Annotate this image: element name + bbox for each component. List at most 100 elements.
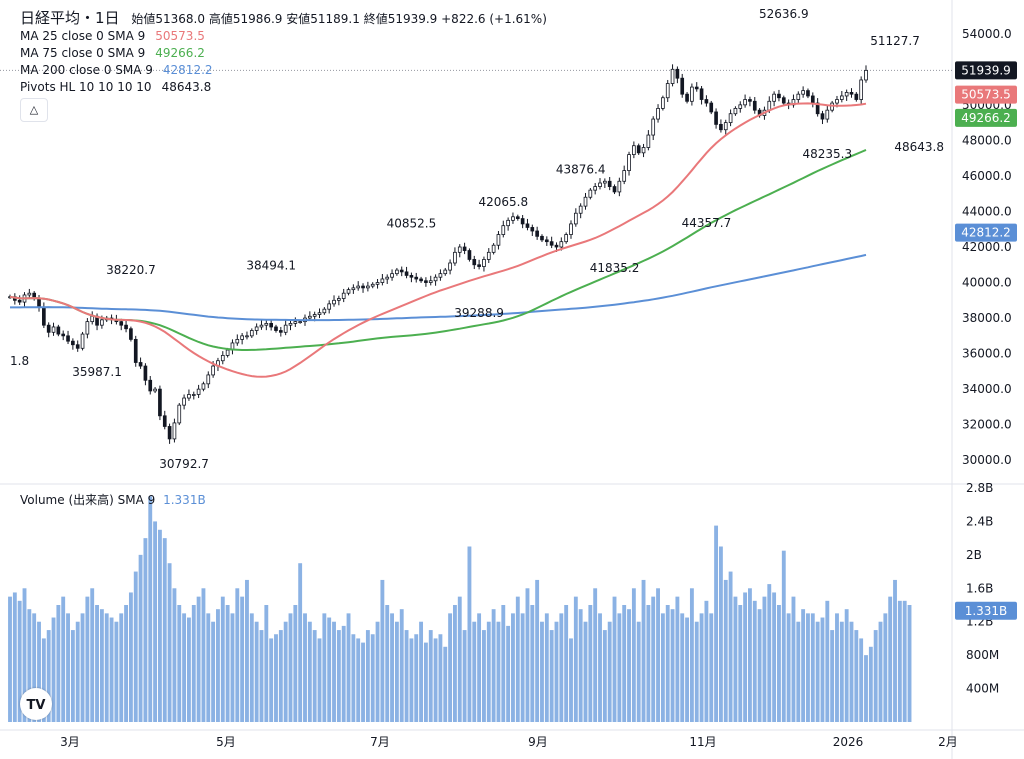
candle-body xyxy=(293,321,298,324)
volume-bar xyxy=(438,634,443,722)
price-tick-label: 54000.0 xyxy=(962,27,1012,41)
candle-body xyxy=(298,321,303,324)
volume-bar xyxy=(409,638,414,722)
volume-badge-label: 1.331B xyxy=(965,604,1008,618)
volume-bar xyxy=(448,613,453,722)
candle-body xyxy=(124,324,128,330)
candle-body xyxy=(370,283,375,287)
candle-body xyxy=(182,397,186,406)
volume-bar xyxy=(336,630,341,722)
indicator-ma75[interactable]: MA 75 close 0 SMA 9 49266.2 xyxy=(20,45,547,62)
candle-body xyxy=(312,314,317,317)
volume-bar xyxy=(104,613,109,722)
candle-body xyxy=(564,234,568,243)
candle-body xyxy=(259,324,264,328)
time-axis[interactable]: 3月 5月 7月 9月 11月 2026 2月 xyxy=(60,735,958,749)
candle-body xyxy=(472,259,477,266)
volume-bar xyxy=(641,579,646,722)
volume-bar xyxy=(472,621,477,722)
pivot-label: 41835.2 xyxy=(590,261,640,275)
ma25-line xyxy=(9,102,867,378)
volume-bar xyxy=(651,596,656,722)
candle-body xyxy=(723,122,728,131)
symbol-title[interactable]: 日経平均・1日 xyxy=(20,9,120,27)
indicator-ma25[interactable]: MA 25 close 0 SMA 9 50573.5 xyxy=(20,28,547,45)
volume-bar xyxy=(849,621,854,722)
volume-bar xyxy=(90,588,95,722)
candle-body xyxy=(191,394,196,396)
volume-bar xyxy=(404,630,409,722)
symbol-row[interactable]: 日経平均・1日 始値51368.0 高値51986.9 安値51189.1 終値… xyxy=(20,10,547,28)
volume-bar xyxy=(17,600,22,722)
candle-body xyxy=(743,99,747,106)
volume-bar xyxy=(157,529,162,722)
price-tick-label: 38000.0 xyxy=(962,311,1012,325)
volume-legend[interactable]: Volume (出来高) SMA 9 1.331B xyxy=(20,491,206,508)
candle-body xyxy=(390,273,394,278)
candle-body xyxy=(607,180,612,187)
candle-body xyxy=(385,276,390,280)
volume-bar xyxy=(341,625,346,722)
candle-body xyxy=(535,230,539,237)
candle-body xyxy=(462,246,467,251)
candle-body xyxy=(506,219,510,227)
volume-bar xyxy=(627,609,631,722)
candle-body xyxy=(491,244,496,253)
indicator-label: MA 25 close 0 SMA 9 xyxy=(20,29,146,43)
volume-bar xyxy=(728,571,733,722)
volume-bar xyxy=(317,638,322,722)
volume-bar xyxy=(675,596,680,722)
volume-bar xyxy=(520,613,525,722)
candle-body xyxy=(685,93,689,102)
candle-body xyxy=(129,328,133,340)
volume-bar xyxy=(423,642,428,722)
volume-bar xyxy=(66,613,70,722)
indicator-ma200[interactable]: MA 200 close 0 SMA 9 42812.2 xyxy=(20,62,547,79)
volume-bar xyxy=(419,621,424,722)
tradingview-logo[interactable]: TV xyxy=(20,688,52,720)
price-axis[interactable]: 54000.052000.050000.048000.046000.044000… xyxy=(962,27,1012,467)
volume-bar xyxy=(868,646,873,722)
price-tick-label: 32000.0 xyxy=(962,418,1012,432)
collapse-legend-button[interactable]: △ xyxy=(20,98,48,122)
candle-body xyxy=(254,326,259,331)
volume-bar xyxy=(743,592,748,722)
volume-bar xyxy=(844,609,849,722)
volume-bar xyxy=(177,605,182,722)
candle-body xyxy=(264,323,269,326)
candle-body xyxy=(665,83,670,99)
candle-body xyxy=(670,68,675,84)
candle-body xyxy=(269,323,273,328)
candle-body xyxy=(704,99,709,104)
volume-bar xyxy=(462,630,467,722)
candle-body xyxy=(346,289,351,294)
volume-bar xyxy=(327,617,332,722)
volume-bar xyxy=(806,613,810,722)
indicator-pivots[interactable]: Pivots HL 10 10 10 10 48643.8 xyxy=(20,79,547,96)
candle-body xyxy=(283,324,288,333)
candle-body xyxy=(738,104,743,109)
volume-bar xyxy=(399,609,404,722)
candle-body xyxy=(225,349,230,356)
candle-body xyxy=(680,77,685,95)
candle-body xyxy=(337,298,341,301)
volume-bar xyxy=(733,596,738,722)
volume-bar xyxy=(598,613,602,722)
candle-body xyxy=(511,216,515,221)
volume-bar xyxy=(95,605,99,722)
candle-body xyxy=(148,379,153,392)
candle-body xyxy=(699,88,704,100)
volume-bar xyxy=(699,613,704,722)
pivot-label: 42065.8 xyxy=(478,195,528,209)
time-tick-label: 9月 xyxy=(528,735,548,749)
candle-body xyxy=(593,186,598,191)
volume-tick-label: 400M xyxy=(966,682,999,696)
candle-body xyxy=(835,99,839,104)
volume-bar xyxy=(689,588,694,722)
candle-body xyxy=(235,338,240,344)
volume-bars xyxy=(8,496,912,722)
volume-bar xyxy=(835,613,839,722)
